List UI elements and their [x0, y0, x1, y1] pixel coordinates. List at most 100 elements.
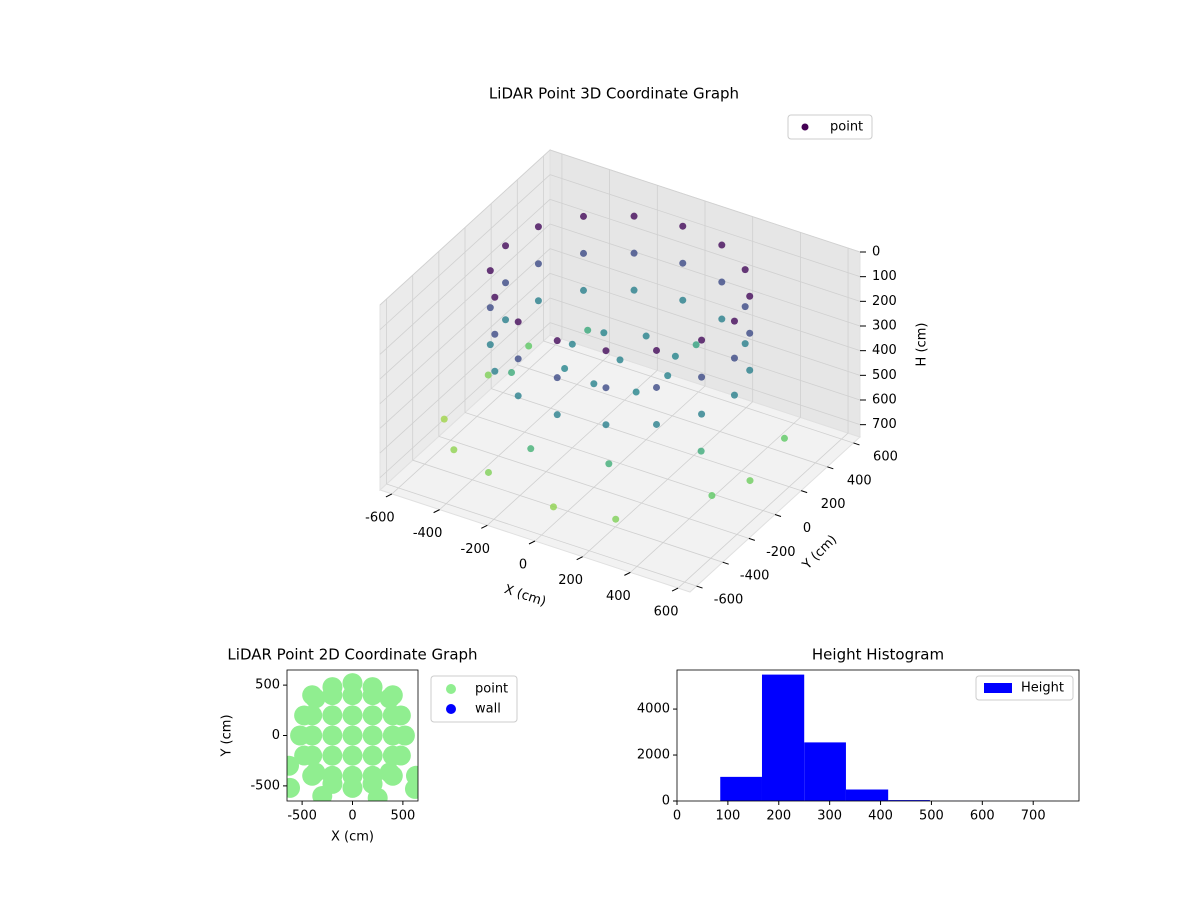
point [287, 755, 300, 776]
point [630, 212, 638, 220]
y-tick [696, 585, 703, 589]
x-tick [433, 509, 440, 514]
point [390, 745, 411, 766]
point [404, 778, 418, 799]
y-tick [827, 466, 834, 470]
x-tick-label: 700 [1021, 809, 1046, 824]
y-tick-label: 500 [255, 678, 280, 693]
point [664, 372, 672, 380]
point [679, 259, 687, 267]
point [746, 292, 754, 300]
z-tick-label: 100 [872, 269, 897, 284]
point [534, 223, 542, 231]
x-tick-label: 0 [673, 809, 681, 824]
y-tick-label: -600 [714, 593, 744, 608]
y-tick-label: 400 [847, 473, 872, 488]
point [342, 725, 363, 746]
legend-label: point [475, 682, 508, 697]
point [486, 267, 494, 275]
point [653, 420, 661, 428]
grid-line [379, 149, 551, 306]
y-tick-label: 200 [821, 497, 846, 512]
grid-line [549, 248, 861, 352]
point [780, 434, 788, 442]
point [294, 745, 315, 766]
point [568, 340, 576, 348]
point [632, 388, 640, 396]
y-tick-label: 0 [272, 728, 280, 743]
y-axis-label: Y (cm) [220, 714, 235, 757]
point [502, 316, 510, 324]
legend-marker [446, 684, 456, 694]
bar [845, 789, 889, 801]
x-tick-label: -400 [413, 526, 443, 541]
grid-line [549, 198, 861, 302]
point [549, 503, 557, 511]
point [616, 356, 624, 364]
grid-line [379, 223, 551, 380]
point [553, 337, 561, 345]
point [602, 384, 610, 392]
point [698, 336, 706, 344]
point [534, 260, 542, 268]
x-tick-label: 200 [558, 573, 583, 588]
point [630, 249, 638, 257]
grid-line [379, 248, 551, 404]
x-tick-label: 200 [766, 809, 791, 824]
point [612, 515, 620, 523]
bar [761, 674, 805, 801]
point [362, 745, 383, 766]
point [450, 446, 458, 454]
chart-title: Height Histogram [812, 646, 944, 664]
point [390, 705, 411, 726]
point [312, 785, 333, 801]
point [484, 468, 492, 476]
x-tick-label: -600 [365, 510, 395, 525]
point [553, 374, 561, 382]
point [379, 762, 400, 783]
x-tick-label: 100 [715, 809, 740, 824]
grid-line [379, 174, 551, 330]
point [746, 366, 754, 374]
point [584, 326, 592, 334]
x-tick-label: 0 [348, 809, 356, 824]
point [697, 447, 705, 455]
point [294, 705, 315, 726]
grid-line [543, 340, 854, 444]
point [484, 371, 492, 379]
point [579, 249, 587, 257]
y-tick-label: 0 [662, 794, 670, 809]
point [600, 329, 608, 337]
x-tick-label: 400 [606, 589, 631, 604]
point [362, 677, 383, 698]
x-tick [624, 571, 631, 576]
grid-line [549, 174, 861, 278]
point [342, 777, 363, 798]
point [486, 304, 494, 312]
point [514, 392, 522, 400]
point [741, 266, 749, 274]
point [746, 477, 754, 485]
y-tick-label: 4000 [637, 702, 670, 717]
point [718, 315, 726, 323]
x-tick-label: 400 [868, 809, 893, 824]
point [718, 278, 726, 286]
point [679, 222, 687, 230]
point [730, 354, 738, 362]
point [741, 303, 749, 311]
grid-line [386, 483, 697, 587]
grid-line [379, 322, 551, 478]
point [322, 705, 343, 726]
grid-line [549, 223, 861, 327]
grid-line [549, 272, 861, 376]
z-axis-label: H (cm) [915, 323, 930, 367]
point [342, 745, 363, 766]
point [502, 242, 510, 250]
grid-line [412, 459, 723, 563]
grid-line [517, 364, 828, 468]
chart-title: LiDAR Point 2D Coordinate Graph [227, 646, 477, 664]
legend-label: Height [1021, 681, 1064, 696]
point [653, 346, 661, 354]
x-tick [528, 540, 536, 545]
